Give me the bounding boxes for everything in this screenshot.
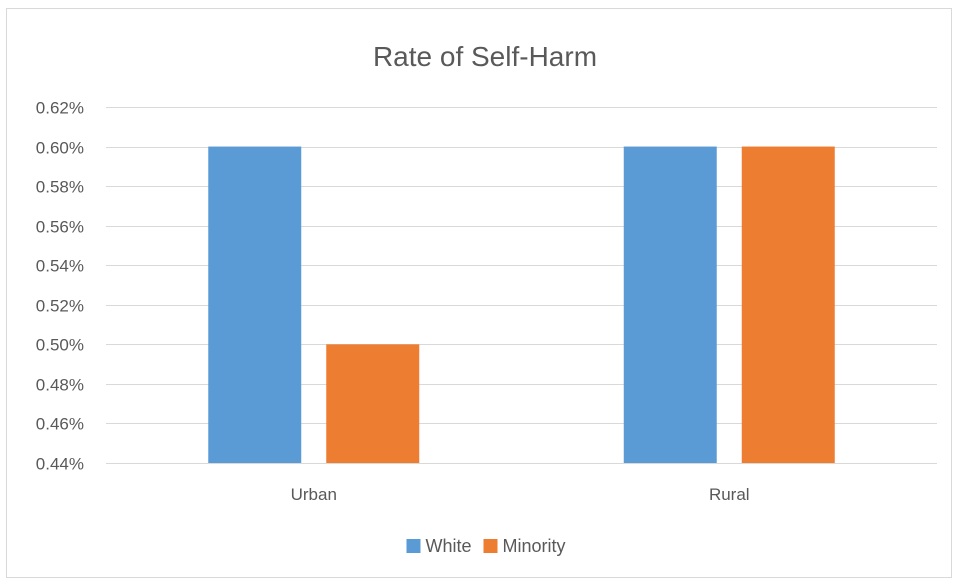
bar-white-urban (208, 146, 302, 464)
x-tick-label: Urban (291, 485, 337, 504)
y-tick-label: 0.46% (36, 415, 84, 434)
y-tick-label: 0.56% (36, 218, 84, 237)
bar-minority-urban (326, 344, 420, 463)
y-tick-label: 0.48% (36, 376, 84, 395)
bars (208, 146, 835, 464)
y-tick-label: 0.44% (36, 455, 84, 474)
legend-swatch-white (406, 539, 421, 553)
y-tick-label: 0.50% (36, 336, 84, 355)
y-axis-ticks: 0.44% 0.46% 0.48% 0.50% 0.52% 0.54% 0.56% 0.58%… (36, 99, 84, 474)
y-tick-label: 0.52% (36, 297, 84, 316)
legend-label-minority: Minority (503, 536, 566, 556)
legend-label-white: White (425, 536, 471, 556)
x-tick-label: Rural (709, 485, 750, 504)
y-tick-label: 0.60% (36, 139, 84, 158)
bar-white-rural (623, 146, 717, 464)
x-axis-ticks: Urban Rural (291, 485, 750, 504)
bar-minority-rural (741, 146, 835, 464)
chart-title: Rate of Self-Harm (373, 41, 597, 72)
y-tick-label: 0.54% (36, 257, 84, 276)
legend-swatch-minority (483, 539, 498, 553)
y-tick-label: 0.58% (36, 178, 84, 197)
y-tick-label: 0.62% (36, 99, 84, 118)
legend: White Minority (406, 536, 566, 556)
